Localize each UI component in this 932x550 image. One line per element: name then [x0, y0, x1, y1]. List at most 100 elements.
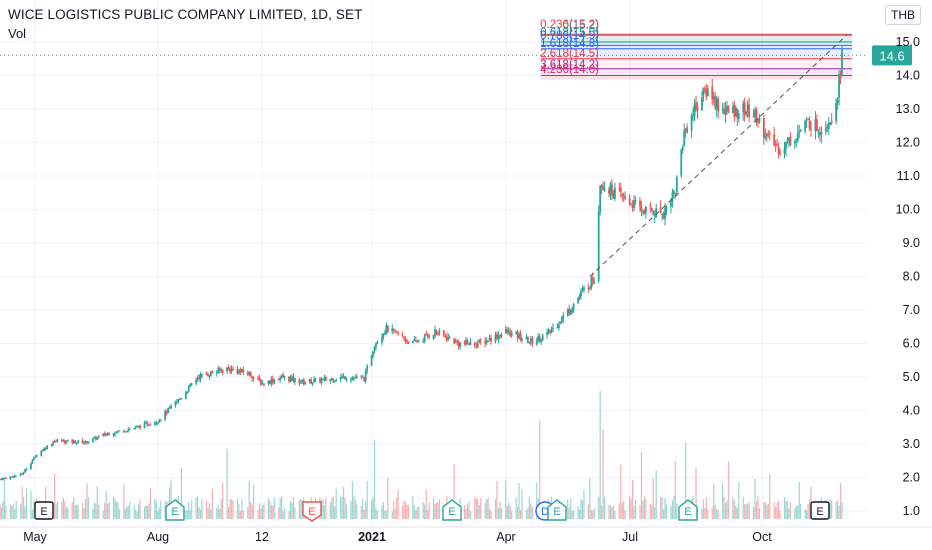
candle-body: [549, 329, 551, 333]
candle-body: [96, 437, 99, 440]
volume-bar: [5, 504, 7, 519]
volume-bar: [518, 482, 520, 519]
volume-bar: [735, 505, 737, 519]
candle-body: [432, 335, 435, 339]
volume-bar: [353, 496, 355, 519]
fib-level-label: 0.236(15.2): [540, 19, 599, 31]
volume-bar: [789, 502, 791, 519]
volume-bar: [788, 508, 790, 519]
event-marker-earnings[interactable]: E: [165, 499, 185, 521]
candle-body: [201, 373, 203, 376]
candle-body: [591, 277, 594, 283]
volume-bar: [154, 498, 156, 519]
candle-body: [289, 378, 292, 383]
candle-body: [207, 374, 209, 377]
volume-bar: [292, 496, 295, 519]
fib-level-label: 4.236(14.0): [540, 64, 599, 76]
candle-body: [314, 378, 317, 380]
volume-bar: [329, 502, 331, 519]
volume-bar: [570, 498, 572, 519]
volume-bar: [126, 506, 128, 519]
volume-bar: [344, 497, 346, 519]
candle-body: [226, 367, 228, 372]
candle-body: [611, 184, 613, 195]
trend-line[interactable]: [589, 34, 847, 277]
candle-body: [469, 341, 472, 346]
volume-bar: [0, 504, 1, 519]
candle-body: [168, 407, 171, 409]
candle-body: [696, 107, 699, 111]
volume-bar: [674, 461, 676, 519]
candle-body: [701, 97, 703, 111]
candle-body: [342, 375, 345, 377]
candle-body: [299, 382, 302, 384]
candle-body: [230, 368, 233, 373]
candle-body: [170, 405, 172, 409]
candle-body: [128, 428, 131, 430]
event-marker-earnings[interactable]: E: [547, 499, 567, 521]
fib-extension[interactable]: 0.236(15.2)0(15.2)0.618(15.0)0.786(14.9)…: [540, 19, 852, 80]
volume-bar: [11, 505, 13, 519]
volume-legend: Vol: [8, 26, 27, 41]
candle-body: [692, 114, 694, 117]
axes[interactable]: 15.0 14.0 13.0 12.0 11.0 10.0 9.0 8.0 7.0 6.0 5.0 4…: [0, 35, 932, 544]
candle-body: [174, 401, 177, 406]
candle-body: [466, 340, 469, 344]
volume-bar: [701, 508, 703, 519]
volume-bar: [767, 503, 769, 519]
event-marker-label: E: [816, 506, 823, 518]
event-marker-earnings[interactable]: E: [678, 499, 698, 521]
volume-bar: [14, 509, 16, 519]
candle-body: [712, 95, 715, 99]
candle-body: [765, 133, 768, 137]
candle-body: [33, 456, 35, 461]
event-marker-earnings[interactable]: E: [810, 501, 830, 520]
volume-bar: [149, 488, 152, 519]
volume-bar: [511, 511, 513, 519]
candle-body: [414, 339, 417, 341]
candle-body: [413, 339, 416, 342]
candle-body: [496, 333, 498, 339]
volume-bar: [567, 498, 569, 519]
volume-bar: [808, 498, 811, 519]
price-tick-label: 8.0: [903, 270, 920, 284]
candle-body: [754, 110, 756, 118]
candle-body: [581, 289, 584, 291]
candle-body: [311, 382, 314, 385]
candle-body: [345, 379, 348, 381]
candle-body: [56, 439, 59, 441]
candle-body: [746, 104, 749, 112]
candle-body: [376, 342, 379, 344]
volume-bar: [415, 510, 417, 519]
volume-bar: [107, 503, 109, 519]
volume-bar: [253, 484, 255, 519]
candle-body: [621, 194, 624, 196]
candle-body: [453, 339, 456, 344]
volume-bar: [478, 504, 480, 519]
volume-bar: [345, 503, 348, 519]
candle-body: [268, 380, 271, 384]
candle-body: [146, 422, 149, 426]
currency-button[interactable]: THB: [885, 5, 921, 25]
candle-body: [773, 133, 776, 146]
event-marker-earnings[interactable]: E: [442, 499, 462, 521]
candle-body: [103, 433, 106, 436]
trend-dashed-line[interactable]: [589, 34, 847, 277]
candle-body: [465, 340, 467, 345]
candle-body: [519, 333, 522, 341]
volume-bar: [776, 502, 778, 519]
volume-bar: [160, 500, 162, 519]
candle-body: [442, 330, 445, 336]
candle-body: [394, 329, 397, 331]
event-marker-earnings[interactable]: E: [34, 501, 54, 520]
candle-body: [762, 118, 765, 138]
candle-body: [416, 340, 419, 343]
candle-body: [263, 384, 265, 386]
volume-bar: [618, 503, 620, 519]
event-marker-earnings[interactable]: E: [302, 501, 322, 522]
candle-body: [94, 437, 97, 440]
candle-body: [434, 329, 436, 336]
candle-body: [198, 377, 200, 379]
